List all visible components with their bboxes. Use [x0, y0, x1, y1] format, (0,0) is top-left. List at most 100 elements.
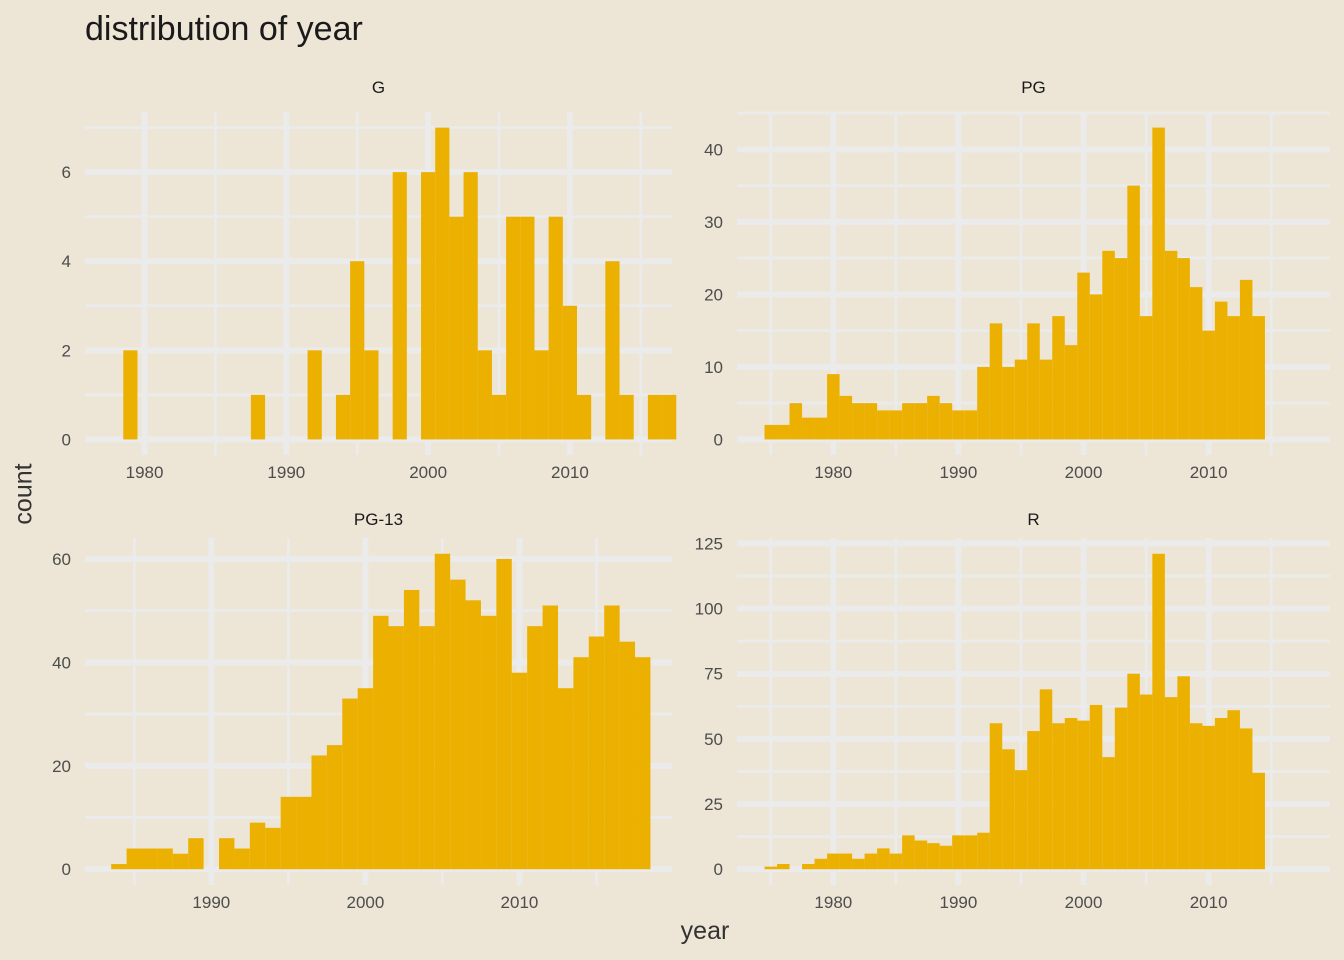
- histogram-bar: [388, 626, 404, 870]
- y-axis-title: count: [9, 463, 38, 525]
- histogram-bar: [964, 410, 978, 440]
- histogram-bar: [477, 350, 492, 440]
- histogram-bar: [463, 172, 478, 440]
- y-tick-label: 100: [695, 600, 723, 619]
- histogram-bar: [573, 657, 589, 870]
- histogram-bar: [777, 424, 790, 440]
- histogram-bar: [927, 395, 940, 440]
- histogram-bar: [605, 261, 620, 440]
- histogram-bar: [864, 853, 878, 870]
- histogram-bar: [1139, 316, 1153, 440]
- histogram-bar: [373, 615, 389, 870]
- histogram-bar: [562, 305, 578, 440]
- histogram-bar: [952, 410, 965, 440]
- histogram-bar: [619, 394, 634, 440]
- histogram-bar: [1064, 718, 1078, 870]
- histogram-bar: [357, 688, 374, 870]
- facet-strip-label: PG: [1021, 78, 1046, 97]
- histogram-bar: [939, 845, 953, 870]
- histogram-bar: [647, 394, 663, 440]
- histogram-bar: [1014, 359, 1028, 440]
- histogram-bar: [1027, 731, 1040, 870]
- histogram-bar: [764, 424, 778, 440]
- histogram-bar: [491, 394, 507, 440]
- histogram-bar: [434, 553, 451, 870]
- x-tick-label: 2010: [1190, 893, 1228, 912]
- histogram-bar: [1039, 359, 1053, 440]
- histogram-bar: [662, 394, 677, 440]
- histogram-bar: [1177, 258, 1190, 440]
- facet-strip-label: PG-13: [354, 510, 403, 529]
- histogram-bar: [864, 403, 878, 440]
- histogram-bar: [814, 858, 828, 870]
- histogram-bar: [557, 688, 574, 870]
- histogram-bar: [403, 589, 420, 870]
- histogram-bar: [902, 835, 915, 870]
- y-tick-label: 0: [62, 860, 71, 879]
- histogram-bar: [435, 127, 450, 440]
- histogram-bar: [1177, 676, 1190, 870]
- facet-strip-label: G: [372, 78, 385, 97]
- histogram-bar: [1227, 710, 1240, 870]
- histogram-bar: [1114, 258, 1128, 440]
- histogram-bar: [249, 822, 266, 870]
- histogram-bar: [1027, 323, 1040, 440]
- chart-title: distribution of year: [85, 10, 363, 48]
- histogram-bar: [311, 755, 327, 870]
- histogram-bar: [234, 848, 250, 870]
- x-tick-label: 1990: [192, 893, 230, 912]
- histogram-bar: [839, 853, 853, 870]
- histogram-bar: [307, 350, 322, 440]
- histogram-bar: [1214, 301, 1228, 440]
- histogram-bar: [280, 796, 297, 870]
- histogram-bar: [777, 864, 790, 870]
- histogram-bar: [1002, 749, 1015, 870]
- histogram-bar: [1202, 330, 1215, 440]
- histogram-bar: [188, 838, 204, 870]
- histogram-bar: [927, 843, 940, 870]
- histogram-bar: [265, 827, 281, 870]
- histogram-bar: [989, 323, 1003, 440]
- histogram-bar: [1064, 345, 1078, 440]
- histogram-bar: [839, 395, 853, 440]
- y-tick-label: 20: [704, 285, 723, 304]
- histogram-bar: [914, 403, 928, 440]
- histogram-bar: [577, 394, 592, 440]
- histogram-bar: [1164, 250, 1178, 440]
- histogram-bar: [977, 832, 990, 870]
- histogram-bar: [392, 172, 407, 440]
- histogram-bar: [342, 698, 358, 870]
- histogram-bar: [977, 366, 990, 440]
- histogram-bar: [350, 261, 365, 440]
- histogram-bar: [877, 410, 890, 440]
- x-tick-label: 2000: [1065, 463, 1103, 482]
- histogram-bar: [852, 858, 865, 870]
- histogram-bar: [111, 864, 127, 870]
- histogram-bar: [764, 866, 778, 870]
- histogram-bar: [1252, 772, 1265, 870]
- histogram-bar: [511, 672, 528, 870]
- histogram-bar: [250, 394, 266, 440]
- x-tick-label: 2000: [346, 893, 384, 912]
- histogram-bar: [157, 848, 173, 870]
- histogram-bar: [902, 403, 915, 440]
- histogram-bar: [877, 848, 890, 870]
- histogram-bar: [1202, 725, 1215, 870]
- histogram-bar: [939, 403, 953, 440]
- histogram-bar: [1077, 272, 1090, 440]
- y-tick-label: 50: [704, 730, 723, 749]
- y-tick-label: 20: [52, 757, 71, 776]
- histogram-bar: [802, 864, 815, 870]
- histogram-bar: [449, 216, 464, 440]
- y-tick-label: 40: [52, 653, 71, 672]
- facet-r: 1980 1990 2000 2010 0 25 50 75 100 125 R: [695, 510, 1330, 912]
- histogram-bar: [1002, 366, 1015, 440]
- histogram-bar: [480, 615, 497, 870]
- histogram-bar: [588, 636, 605, 870]
- histogram-bar: [1089, 704, 1103, 870]
- histogram-bar: [1014, 770, 1028, 870]
- x-tick-label: 1980: [814, 893, 852, 912]
- histogram-bar: [1052, 723, 1065, 870]
